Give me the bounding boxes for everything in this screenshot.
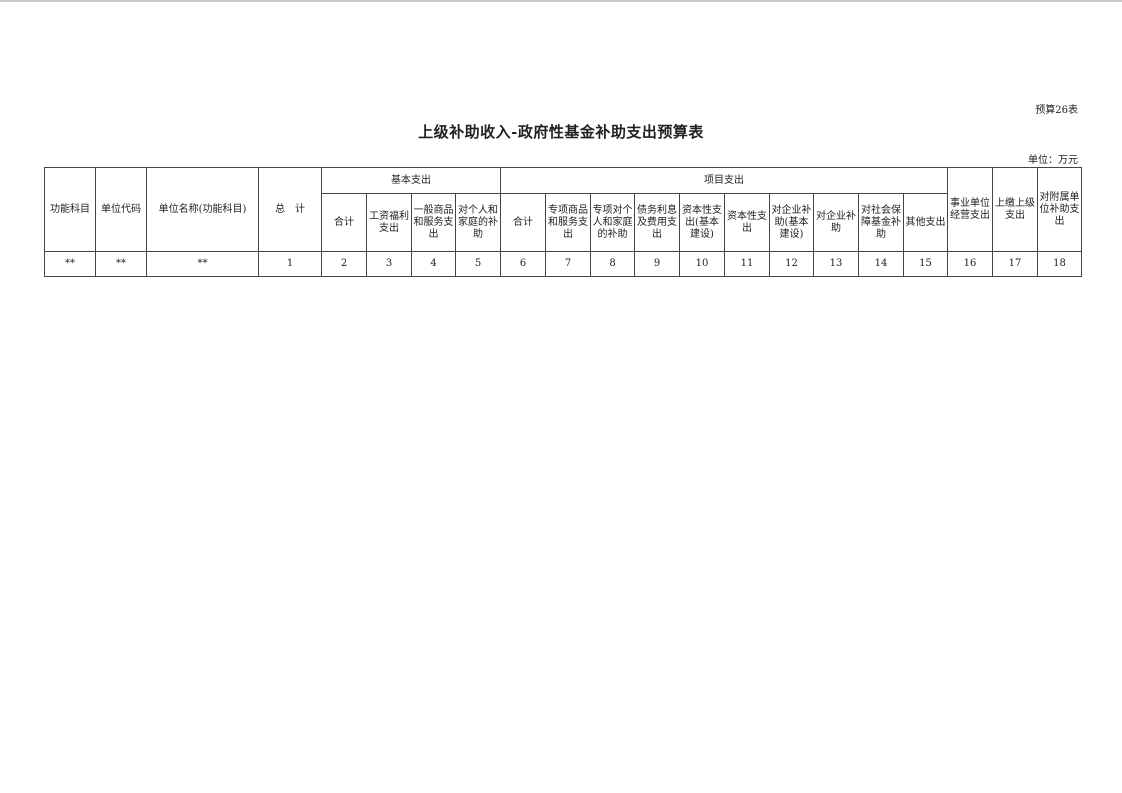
unit-label: 单位：万元 [1028,155,1078,166]
header-project-col: 专项对个人和家庭的补助 [590,193,635,252]
header-business: 事业单位经营支出 [947,167,994,252]
header-unit-name: 单位名称(功能科目) [146,167,259,252]
header-project-col: 资本性支出 [724,193,770,252]
header-affiliated: 对附属单位补助支出 [1037,167,1083,252]
table-cell: 18 [1037,251,1083,277]
table-cell: 2 [321,251,367,277]
table-cell: 3 [366,251,412,277]
header-project-col: 对社会保障基金补助 [858,193,904,252]
table-cell: 7 [545,251,591,277]
table-cell: ** [146,251,259,277]
header-basic-col: 对个人和家庭的补助 [455,193,501,252]
table-cell: ** [95,251,147,277]
table-cell: 1 [258,251,322,277]
header-project-col: 对企业补助 [813,193,859,252]
header-total: 总 计 [258,167,322,252]
table-cell: 8 [590,251,635,277]
header-project: 项目支出 [499,167,949,194]
table-cell: 15 [902,251,949,277]
header-basic: 基本支出 [321,167,501,194]
form-number: 预算26表 [1035,105,1078,116]
table-cell: 12 [769,251,814,277]
header-basic-col: 工资福利支出 [366,193,412,252]
table-cell: 11 [724,251,770,277]
table-cell: 16 [947,251,994,277]
header-basic-col: 一般商品和服务支出 [411,193,456,252]
table-cell: 13 [813,251,859,277]
table-cell: 4 [411,251,456,277]
page-title: 上级补助收入-政府性基金补助支出预算表 [418,123,704,141]
header-project-col: 合计 [500,193,546,252]
table-cell: 6 [500,251,546,277]
header-basic-col: 合计 [321,193,367,252]
table-cell: 14 [858,251,904,277]
budget-table: 功能科目 单位代码 单位名称(功能科目) 总 计 基本支出 项目支出 事业单位经… [44,167,1083,277]
header-unit-code: 单位代码 [95,167,147,252]
table-cell: 5 [455,251,501,277]
table-cell: ** [44,251,96,277]
header-project-col: 对企业补助(基本建设) [769,193,814,252]
header-project-col: 专项商品和服务支出 [545,193,591,252]
header-project-col: 资本性支出(基本建设) [679,193,725,252]
header-upper: 上缴上级支出 [992,167,1039,252]
table-cell: 17 [992,251,1039,277]
scan-edge [0,0,1122,2]
table-cell: 10 [679,251,725,277]
header-project-col: 债务利息及费用支出 [634,193,680,252]
table-cell: 9 [634,251,680,277]
header-project-col: 其他支出 [902,193,949,252]
header-func-subject: 功能科目 [44,167,96,252]
